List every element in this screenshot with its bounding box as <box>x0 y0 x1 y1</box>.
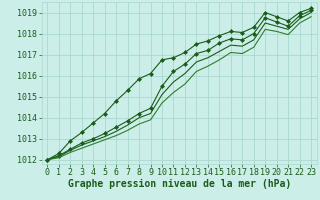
X-axis label: Graphe pression niveau de la mer (hPa): Graphe pression niveau de la mer (hPa) <box>68 179 291 189</box>
